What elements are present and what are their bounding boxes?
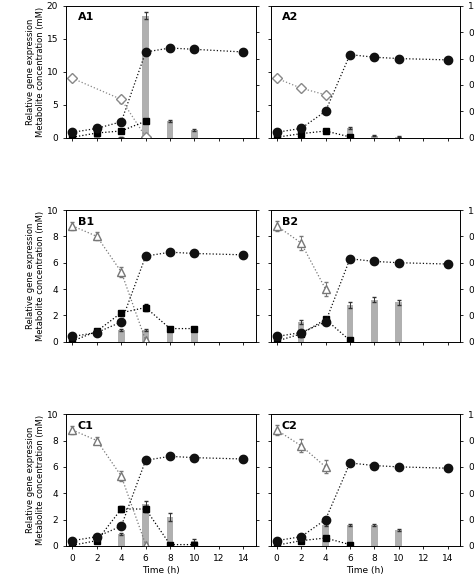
X-axis label: Time (h): Time (h) [142,566,180,575]
Bar [191,330,198,342]
Bar [322,525,329,546]
Bar [167,517,173,546]
Text: A1: A1 [78,12,94,22]
Bar [371,299,378,342]
Text: C2: C2 [282,421,298,431]
Bar [118,330,125,342]
Y-axis label: Relative gene expression
Metabolite concentration (mM): Relative gene expression Metabolite conc… [26,415,45,545]
Bar [142,330,149,342]
Y-axis label: Relative gene expression
Metabolite concentration (mM): Relative gene expression Metabolite conc… [26,211,45,341]
Bar [191,541,198,546]
Bar [395,530,402,546]
Bar [371,136,378,137]
Bar [167,330,173,342]
Bar [93,136,100,137]
Text: C1: C1 [78,421,93,431]
X-axis label: Time (h): Time (h) [346,566,384,575]
Bar [346,305,353,342]
Bar [142,16,149,137]
Bar [191,130,198,137]
Text: A2: A2 [282,12,298,22]
Bar [118,534,125,546]
Text: B1: B1 [78,217,94,227]
Bar [346,525,353,546]
Bar [298,322,304,342]
Bar [395,302,402,342]
Bar [371,525,378,546]
Bar [298,136,304,137]
Text: B2: B2 [282,217,298,227]
Bar [167,121,173,137]
Y-axis label: Relative gene expression
Metabolite concentration (mM): Relative gene expression Metabolite conc… [26,6,45,137]
Bar [346,128,353,137]
Bar [142,504,149,546]
